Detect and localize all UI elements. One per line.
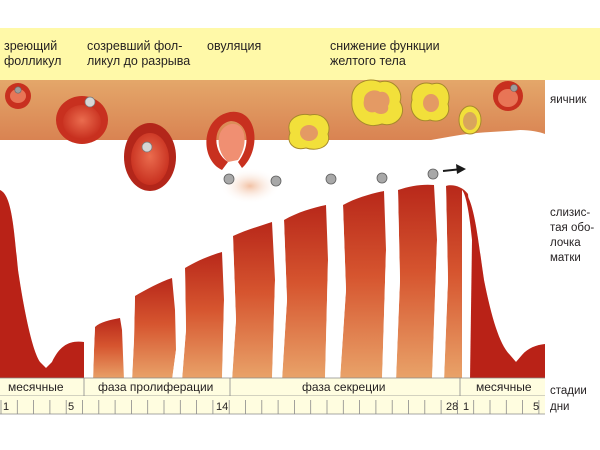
follicle-mature bbox=[124, 123, 176, 191]
endometrium-menstrual-left bbox=[0, 190, 84, 378]
follicle-growing bbox=[56, 96, 108, 144]
label-ovulation: овуляция bbox=[207, 39, 261, 53]
label-endometrium-4: матки bbox=[550, 252, 581, 264]
day-14: 14 bbox=[216, 401, 228, 413]
corpus-luteum-1 bbox=[288, 113, 330, 150]
label-stages: стадии bbox=[550, 385, 587, 397]
phase-menstrual-1: месячные bbox=[8, 380, 64, 394]
label-corpus-luteum: снижение функции bbox=[330, 39, 440, 53]
label-ovary: яичник bbox=[550, 94, 587, 106]
endometrium-menstrual-right bbox=[462, 190, 545, 378]
label-endometrium-1: слизис- bbox=[550, 207, 590, 219]
label-days: дни bbox=[550, 401, 570, 413]
ovulation-glow bbox=[220, 168, 280, 204]
day-tick-marks bbox=[0, 400, 540, 414]
header-band bbox=[0, 28, 600, 80]
day-5-next: 5 bbox=[533, 401, 539, 413]
phase-menstrual-2: месячные bbox=[476, 380, 532, 394]
label-maturing-follicle: зреющий bbox=[4, 39, 57, 53]
label-mature-follicle-2: ликул до разрыва bbox=[87, 54, 190, 68]
label-endometrium-3: лочка bbox=[550, 237, 581, 249]
label-endometrium-2: тая обо- bbox=[550, 222, 594, 234]
column-gaps bbox=[84, 186, 448, 380]
corpus-luteum-3 bbox=[410, 82, 450, 122]
follicle-ruptured bbox=[206, 111, 255, 170]
follicle-new-cycle bbox=[493, 81, 523, 111]
egg-migration bbox=[223, 168, 439, 187]
corpus-luteum-2 bbox=[351, 79, 404, 126]
day-5: 5 bbox=[68, 401, 74, 413]
day-1: 1 bbox=[3, 401, 9, 413]
phase-proliferation: фаза пролиферации bbox=[98, 380, 213, 394]
day-1-next: 1 bbox=[463, 401, 469, 413]
label-corpus-luteum-2: желтого тела bbox=[330, 54, 406, 68]
endometrium-columns bbox=[93, 184, 472, 380]
side-label-area bbox=[545, 80, 600, 380]
phase-strip bbox=[0, 378, 545, 396]
label-maturing-follicle-2: фолликул bbox=[4, 54, 61, 68]
header-top-white bbox=[0, 0, 600, 28]
follicle-small bbox=[5, 83, 31, 109]
phase-secretion: фаза секреции bbox=[302, 380, 385, 394]
arrow-right-icon bbox=[442, 164, 466, 174]
corpus-albicans bbox=[458, 105, 482, 135]
day-28: 28 bbox=[446, 401, 458, 413]
label-mature-follicle: созревший фол- bbox=[87, 39, 182, 53]
